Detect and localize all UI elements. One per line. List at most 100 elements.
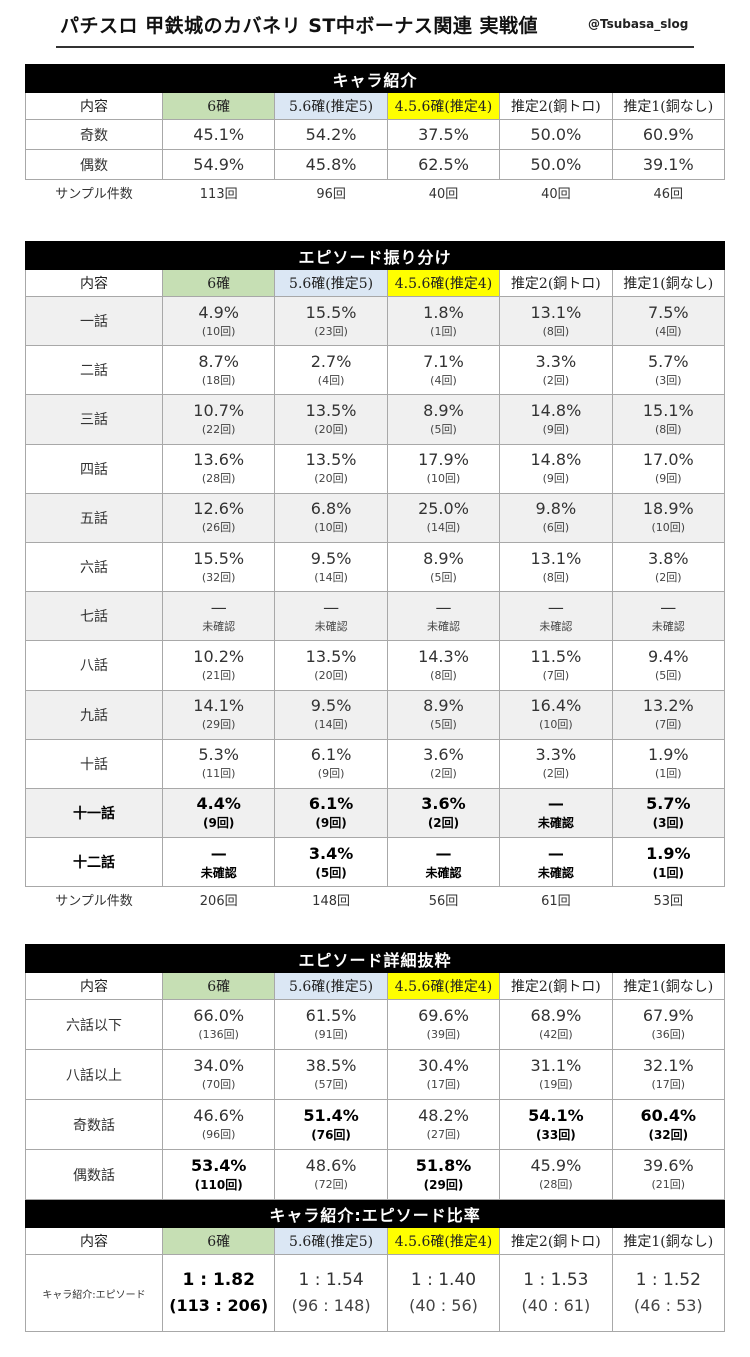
percentage-value: 14.8% (530, 450, 582, 470)
percentage-value: 30.4% (418, 1056, 469, 1075)
percentage-value: 6.1% (310, 745, 352, 765)
value-cell: 50.0% (499, 149, 613, 180)
value-cell: 45.1% (161, 119, 276, 150)
count-value: (17回) (651, 1078, 686, 1091)
value-cell: 3.8% (2回) (611, 541, 726, 593)
count-value: 未確認 (651, 619, 685, 633)
count-value: (4回) (430, 373, 457, 387)
value-cell: 18.9% (10回) (611, 492, 726, 543)
count-value: (1回) (655, 767, 682, 781)
percentage-value: 17.0% (642, 450, 694, 470)
count-value: (5回) (430, 570, 457, 584)
episode-row: 六話 15.5% (32回) 9.5% (14回) 8.9% (5回) 13.1% (8回) 3.… (25, 541, 726, 593)
chara-intro-banner-title: キャラ紹介 (25, 64, 725, 93)
count-value: 未確認 (537, 816, 574, 831)
percentage-value: 8.9% (423, 400, 464, 420)
value-cell: — 未確認 (386, 837, 501, 888)
count-value: (2回) (430, 767, 457, 781)
sample-count-cell: 40回 (386, 179, 501, 205)
percentage-value: 4.9% (198, 302, 240, 322)
value-cell: 69.6% (39回) (386, 999, 501, 1050)
column-header-3: 4.5.6確(推定4) (386, 1227, 501, 1255)
value-cell: 39.1% (611, 149, 726, 180)
count-value: (5回) (655, 668, 682, 682)
title-underline (56, 46, 694, 48)
count-value: (96回) (201, 1128, 236, 1141)
sample-count-label: サンプル件数 (25, 886, 163, 913)
value-cell: 5.7% (3回) (611, 787, 726, 839)
sample-count-cell: 53回 (611, 886, 726, 913)
column-header-5: 推定1(銅なし) (611, 92, 726, 120)
percentage-value: 1 : 1.82 (182, 1270, 255, 1290)
count-value: (2回) (542, 373, 570, 387)
count-value: (40 : 61) (521, 1296, 591, 1315)
percentage-value: — (547, 597, 564, 617)
percentage-value: 13.2% (642, 696, 694, 716)
count-value: (2回) (655, 570, 682, 584)
episode-distribution-table: エピソード振り分け 内容 6確 5.6確(推定5) 4.5.6確(推定4) 推定2(銅トロ… (24, 241, 726, 913)
percentage-value: 10.2% (193, 646, 245, 666)
episode-row: 十二話 — 未確認 3.4% (5回) — 未確認 — 未確認 1.9% (1回) (25, 837, 726, 888)
value-cell: 34.0% (70回) (161, 1049, 276, 1100)
value-cell: 13.5% (20回) (274, 443, 388, 494)
percentage-value: 17.9% (418, 450, 469, 470)
count-value: (22回) (201, 422, 236, 436)
episode-banner-title: エピソード振り分け (24, 241, 726, 270)
detail-row: 偶数話 53.4% (110回) 48.6% (72回) 51.8% (29回) 45.9% (… (25, 1149, 726, 1200)
percentage-value: 5.7% (646, 794, 691, 814)
count-value: (21回) (201, 668, 236, 682)
episode-row: 三話 10.7% (22回) 13.5% (20回) 8.9% (5回) 14.8% (9回) 1… (25, 394, 726, 445)
percentage-value: 60.4% (640, 1106, 697, 1125)
count-value: (40 : 56) (409, 1296, 478, 1315)
count-value: (8回) (655, 422, 682, 436)
episode-label: 八話 (25, 640, 163, 691)
percentage-value: 38.5% (305, 1056, 357, 1075)
column-header-1: 6確 (161, 972, 276, 1000)
value-cell: 2.7% (4回) (274, 345, 388, 396)
value-cell: 13.1% (8回) (499, 295, 613, 347)
count-value: (20回) (314, 422, 348, 436)
count-value: (10回) (201, 324, 236, 338)
count-value: (14回) (314, 570, 348, 584)
percentage-value: 7.5% (647, 302, 689, 322)
count-value: (17回) (426, 1078, 461, 1091)
percentage-value: 9.5% (310, 696, 352, 716)
count-value: (28回) (201, 472, 236, 486)
count-value: (8回) (542, 324, 570, 338)
percentage-value: 3.3% (535, 745, 577, 765)
value-cell: 1 : 1.40 (40 : 56) (386, 1254, 501, 1332)
value-cell: 16.4% (10回) (499, 689, 613, 740)
percentage-value: 1.8% (423, 302, 464, 322)
column-header-2: 5.6確(推定5) (274, 1227, 388, 1255)
count-value: (8回) (542, 570, 570, 584)
percentage-value: 54.1% (528, 1106, 584, 1125)
sample-count-cell: 206回 (161, 886, 276, 913)
count-value: (10回) (651, 521, 686, 535)
column-header-4: 推定2(銅トロ) (499, 269, 613, 297)
ratio-header-row: 内容 6確 5.6確(推定5) 4.5.6確(推定4) 推定2(銅トロ) 推定1(銅なし) (25, 1227, 726, 1255)
percentage-value: — (323, 597, 340, 617)
chara-intro-table: キャラ紹介 内容 6確 5.6確(推定5) 4.5.6確(推定4) 推定2(銅トロ) 推定1… (25, 64, 726, 205)
count-value: (32回) (201, 570, 236, 584)
percentage-value: 9.4% (647, 646, 689, 666)
episode-header-row: 内容 6確 5.6確(推定5) 4.5.6確(推定4) 推定2(銅トロ) 推定1(銅なし) (25, 269, 726, 297)
count-value: (29回) (201, 718, 236, 732)
value-cell: 8.9% (5回) (386, 541, 501, 593)
percentage-value: 1 : 1.40 (410, 1270, 477, 1290)
value-cell: 13.5% (20回) (274, 640, 388, 691)
percentage-value: 61.5% (305, 1006, 357, 1025)
episode-row: 一話 4.9% (10回) 15.5% (23回) 1.8% (1回) 13.1% (8回) 7.… (25, 295, 726, 347)
value-cell: 62.5% (386, 149, 501, 180)
episode-label: 十話 (25, 738, 163, 789)
count-value: (3回) (652, 816, 684, 831)
column-header-0: 内容 (25, 972, 163, 1000)
percentage-value: 9.5% (310, 548, 352, 568)
value-cell: 31.1% (19回) (499, 1049, 613, 1100)
ratio-row: キャラ紹介:エピソード 1 : 1.82 (113 : 206) 1 : 1.54 (9… (25, 1254, 726, 1332)
count-value: (70回) (201, 1078, 236, 1091)
percentage-value: 51.4% (303, 1106, 359, 1125)
value-cell: 48.6% (72回) (274, 1149, 388, 1200)
count-value: (42回) (539, 1028, 573, 1041)
value-cell: 1 : 1.52 (46 : 53) (611, 1254, 726, 1332)
column-header-5: 推定1(銅なし) (611, 1227, 726, 1255)
